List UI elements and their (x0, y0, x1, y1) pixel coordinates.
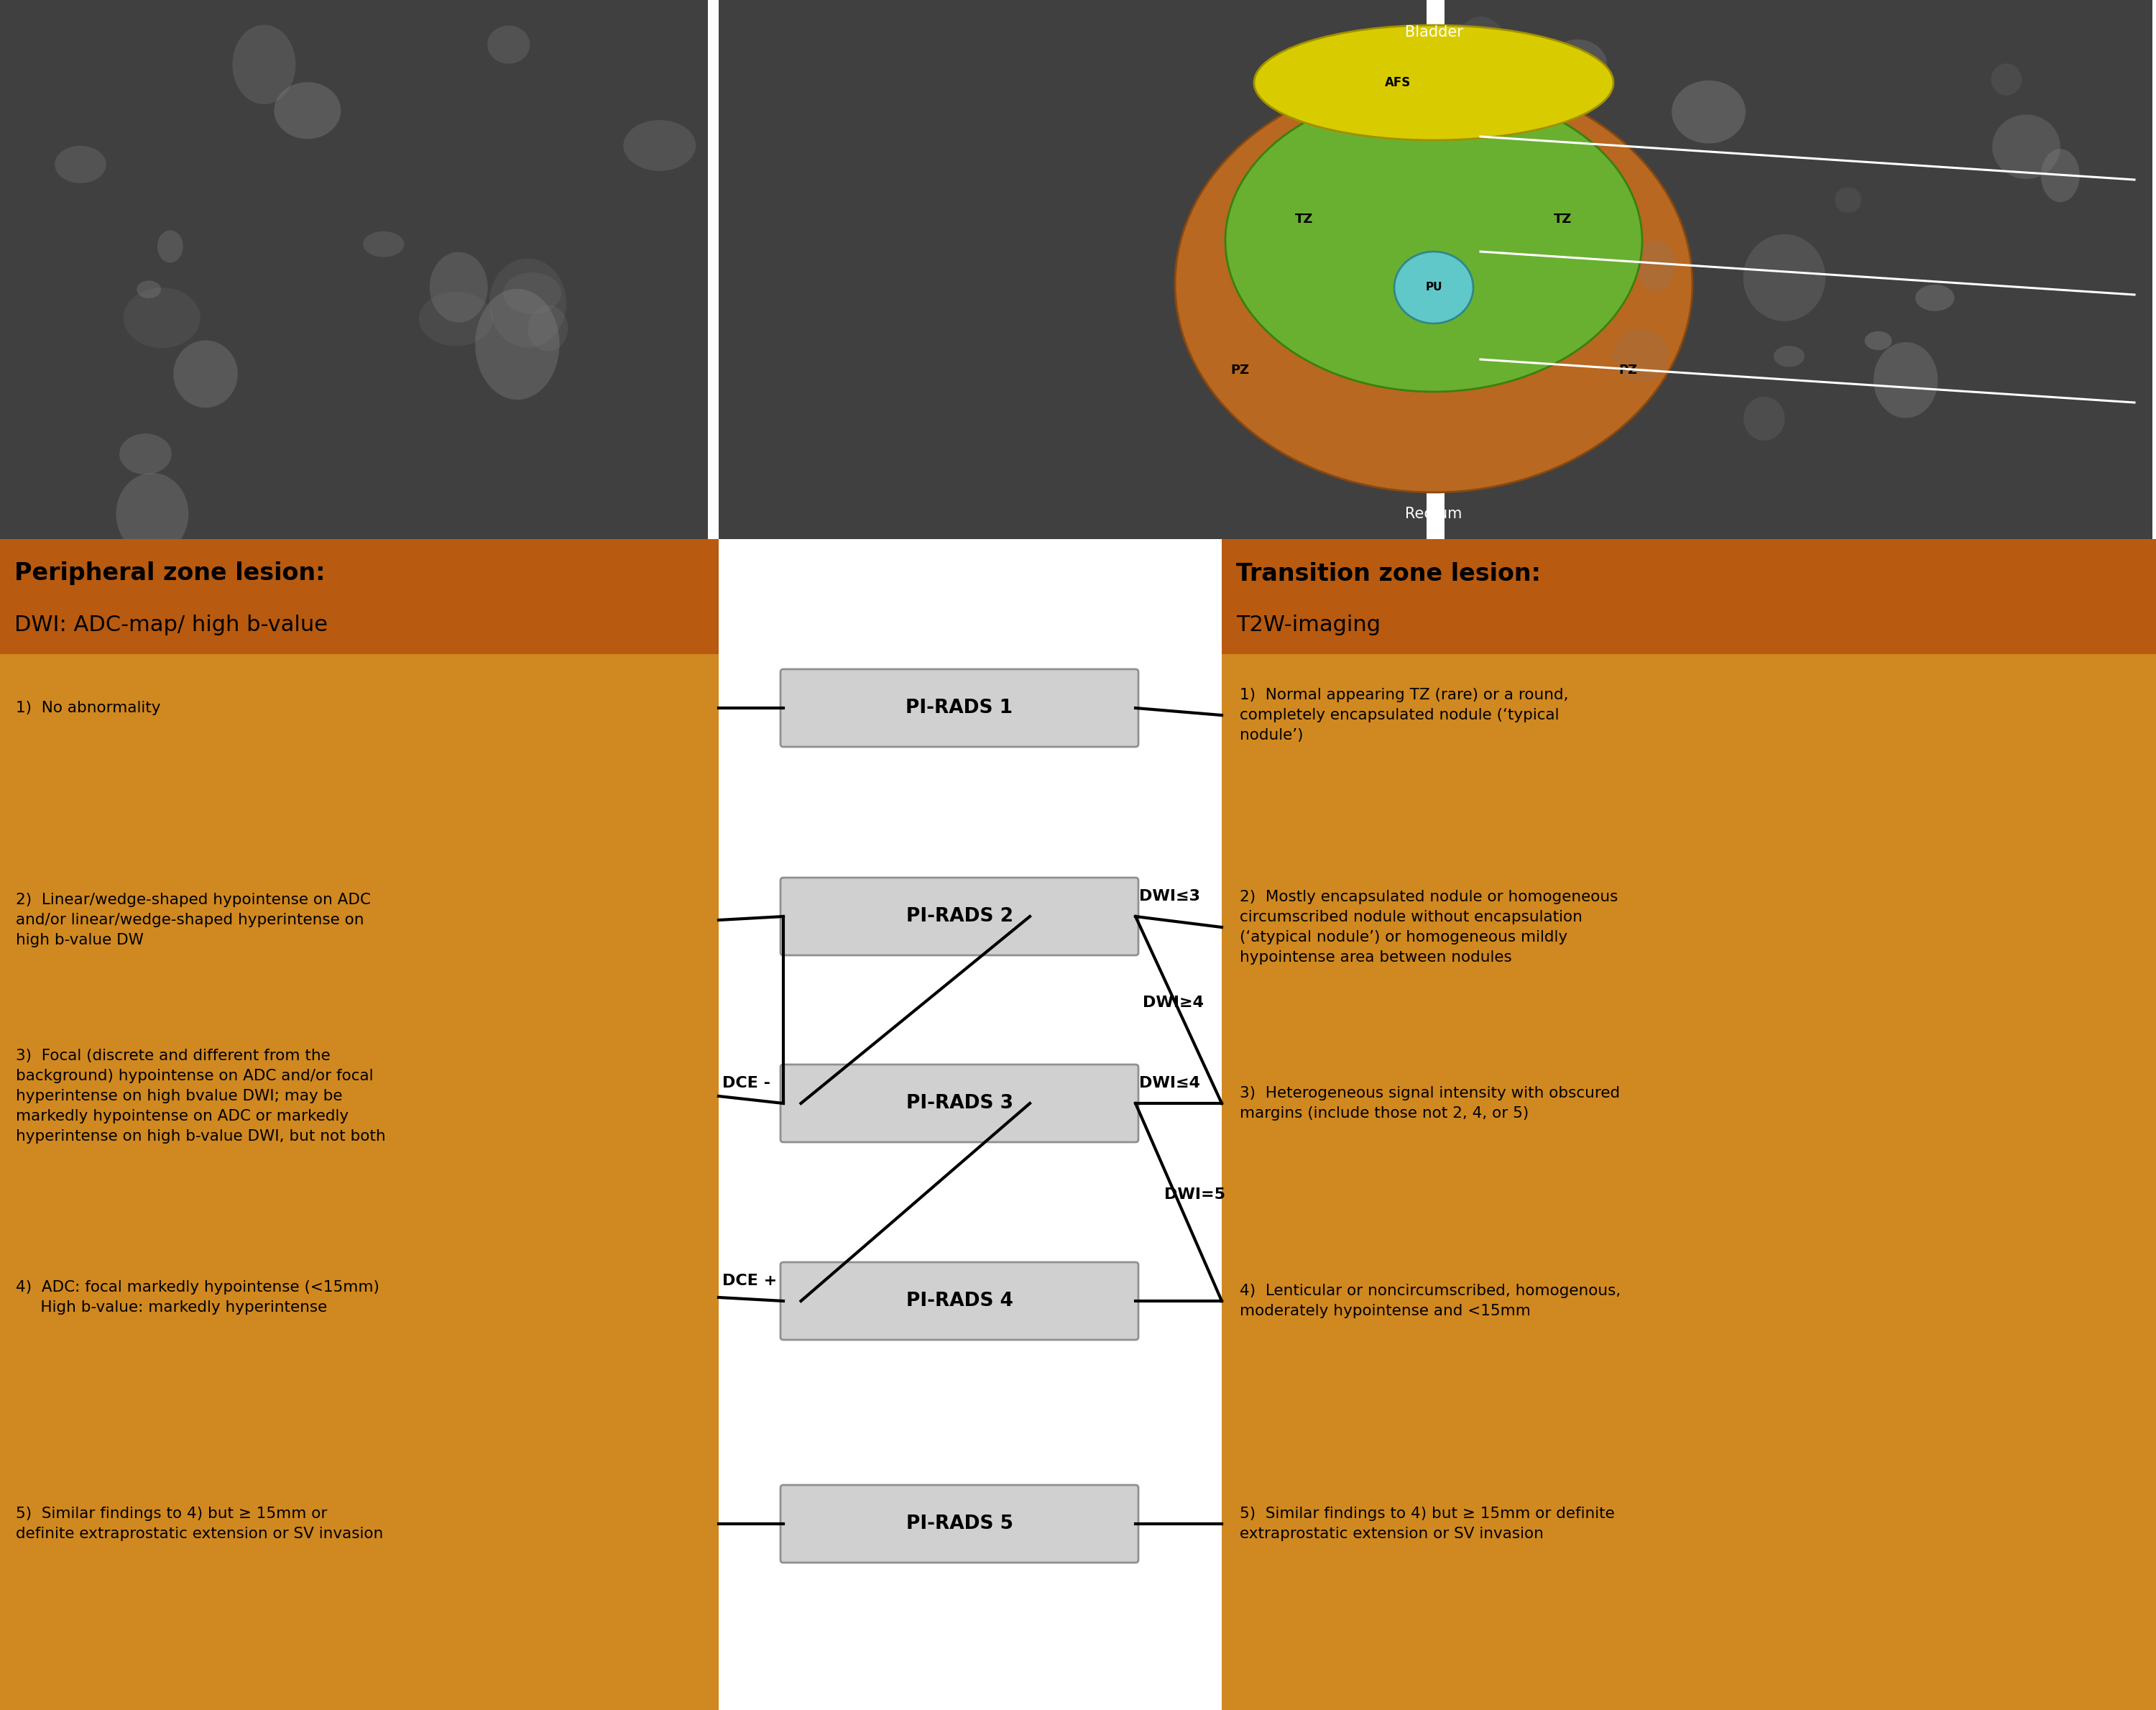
Ellipse shape (233, 24, 295, 104)
Ellipse shape (2042, 149, 2081, 202)
Ellipse shape (1542, 154, 1591, 200)
FancyBboxPatch shape (1222, 539, 2156, 655)
Ellipse shape (1225, 91, 1643, 392)
Ellipse shape (429, 251, 487, 323)
FancyBboxPatch shape (1445, 0, 2152, 539)
Ellipse shape (54, 145, 106, 183)
FancyBboxPatch shape (0, 0, 707, 539)
Text: Rectum: Rectum (1406, 506, 1462, 522)
Text: TZ: TZ (1554, 212, 1572, 226)
Ellipse shape (1518, 58, 1554, 82)
Ellipse shape (136, 280, 162, 298)
Text: DWI: ADC-map/ high b-value: DWI: ADC-map/ high b-value (15, 616, 328, 636)
Text: DCE -: DCE - (722, 1076, 770, 1091)
Ellipse shape (502, 272, 561, 315)
Text: 5)  Similar findings to 4) but ≥ 15mm or
definite extraprostatic extension or SV: 5) Similar findings to 4) but ≥ 15mm or … (15, 1507, 384, 1541)
FancyBboxPatch shape (780, 877, 1138, 956)
Ellipse shape (1613, 330, 1669, 381)
Text: Bladder: Bladder (1406, 26, 1462, 39)
Text: 1)  Normal appearing TZ (rare) or a round,
completely encapsulated nodule (‘typi: 1) Normal appearing TZ (rare) or a round… (1240, 687, 1567, 742)
Ellipse shape (623, 120, 696, 171)
Text: 2)  Mostly encapsulated nodule or homogeneous
circumscribed nodule without encap: 2) Mostly encapsulated nodule or homogen… (1240, 889, 1617, 964)
Ellipse shape (528, 304, 567, 351)
Ellipse shape (418, 292, 494, 345)
Ellipse shape (1744, 397, 1785, 441)
Text: PZ: PZ (1231, 364, 1248, 376)
Ellipse shape (274, 82, 341, 139)
Ellipse shape (474, 289, 561, 400)
Ellipse shape (1671, 80, 1746, 144)
Text: DWI≤4: DWI≤4 (1138, 1076, 1201, 1091)
Ellipse shape (1835, 188, 1861, 212)
Ellipse shape (487, 26, 530, 63)
Ellipse shape (119, 434, 172, 474)
Text: 5)  Similar findings to 4) but ≥ 15mm or definite
extraprostatic extension or SV: 5) Similar findings to 4) but ≥ 15mm or … (1240, 1507, 1615, 1541)
FancyBboxPatch shape (780, 1262, 1138, 1341)
Ellipse shape (1992, 115, 2061, 180)
Ellipse shape (1774, 345, 1805, 368)
Ellipse shape (1455, 17, 1507, 82)
Text: Peripheral zone lesion:: Peripheral zone lesion: (15, 561, 326, 585)
Ellipse shape (1453, 248, 1539, 361)
Text: PZ: PZ (1619, 364, 1636, 376)
Text: DWI=5: DWI=5 (1164, 1188, 1225, 1202)
FancyBboxPatch shape (780, 1484, 1138, 1563)
Text: PI-RADS 4: PI-RADS 4 (906, 1291, 1013, 1310)
Text: DWI≤3: DWI≤3 (1138, 889, 1201, 903)
Ellipse shape (489, 258, 567, 347)
Ellipse shape (362, 231, 403, 256)
Ellipse shape (157, 231, 183, 263)
Text: T2W-imaging: T2W-imaging (1235, 616, 1380, 636)
Text: 1)  No abnormality: 1) No abnormality (15, 701, 160, 715)
Text: Transition zone lesion:: Transition zone lesion: (1235, 561, 1542, 585)
Text: PI-RADS 3: PI-RADS 3 (906, 1094, 1013, 1113)
FancyBboxPatch shape (718, 0, 1427, 539)
Text: 4)  ADC: focal markedly hypointense (<15mm)
     High b-value: markedly hyperint: 4) ADC: focal markedly hypointense (<15m… (15, 1281, 379, 1315)
Text: 3)  Focal (discrete and different from the
background) hypointense on ADC and/or: 3) Focal (discrete and different from th… (15, 1048, 386, 1144)
Text: DCE +: DCE + (722, 1274, 776, 1288)
FancyBboxPatch shape (0, 539, 718, 655)
Ellipse shape (1744, 234, 1826, 321)
Ellipse shape (116, 474, 188, 556)
Text: AFS: AFS (1384, 77, 1410, 89)
Text: DWI≥4: DWI≥4 (1143, 995, 1203, 1011)
Text: PU: PU (1425, 282, 1442, 292)
Text: PI-RADS 2: PI-RADS 2 (906, 906, 1013, 925)
Ellipse shape (1255, 26, 1613, 140)
Text: PI-RADS 1: PI-RADS 1 (906, 699, 1013, 718)
Ellipse shape (1915, 284, 1955, 311)
Ellipse shape (1175, 75, 1692, 492)
Text: 2)  Linear/wedge-shaped hypointense on ADC
and/or linear/wedge-shaped hyperinten: 2) Linear/wedge-shaped hypointense on AD… (15, 893, 371, 947)
Text: 4)  Lenticular or noncircumscribed, homogenous,
moderately hypointense and <15mm: 4) Lenticular or noncircumscribed, homog… (1240, 1284, 1621, 1318)
FancyBboxPatch shape (718, 539, 1222, 1710)
Text: TZ: TZ (1296, 212, 1313, 226)
Text: PI-RADS 5: PI-RADS 5 (906, 1515, 1013, 1534)
FancyBboxPatch shape (780, 1065, 1138, 1142)
FancyBboxPatch shape (0, 655, 718, 1710)
Ellipse shape (1395, 251, 1473, 323)
FancyBboxPatch shape (1222, 655, 2156, 1710)
Ellipse shape (1874, 342, 1938, 417)
FancyBboxPatch shape (780, 669, 1138, 747)
Ellipse shape (1636, 239, 1675, 291)
Ellipse shape (1865, 332, 1893, 351)
Text: 3)  Heterogeneous signal intensity with obscured
margins (include those not 2, 4: 3) Heterogeneous signal intensity with o… (1240, 1086, 1619, 1120)
Ellipse shape (1992, 63, 2022, 96)
Ellipse shape (172, 340, 237, 407)
Ellipse shape (1548, 39, 1606, 91)
Ellipse shape (123, 287, 201, 349)
